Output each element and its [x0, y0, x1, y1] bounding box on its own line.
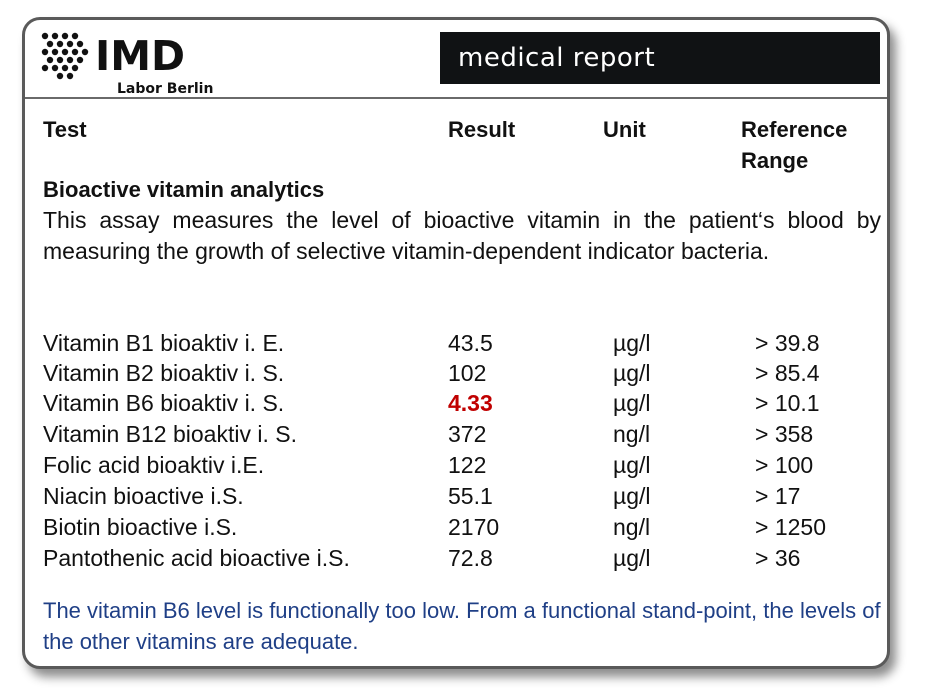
- result-value: 55.1: [448, 483, 493, 509]
- test-name: Folic acid bioaktiv i.E.: [43, 452, 265, 478]
- unit: ng/l: [613, 514, 651, 540]
- unit: µg/l: [613, 483, 651, 509]
- section-title: Bioactive vitamin analytics: [43, 177, 325, 202]
- reference-range: > 100: [755, 452, 814, 478]
- table-row: Vitamin B12 bioaktiv i. S. 372 ng/l > 35…: [25, 421, 887, 451]
- table-row: Folic acid bioaktiv i.E. 122 µg/l > 100: [25, 452, 887, 482]
- reference-header-line2: Range: [741, 148, 809, 173]
- reference-range: > 36: [755, 545, 801, 571]
- reference-header-line1: Reference: [741, 117, 848, 142]
- unit: ng/l: [613, 421, 651, 447]
- unit: µg/l: [613, 390, 651, 416]
- result-value: 102: [448, 360, 487, 386]
- table-row: Niacin bioactive i.S. 55.1 µg/l > 17: [25, 483, 887, 513]
- result-value: 122: [448, 452, 487, 478]
- reference-range: > 358: [755, 421, 814, 447]
- table-row: Pantothenic acid bioactive i.S. 72.8 µg/…: [25, 545, 887, 575]
- report-title-banner: medical report: [440, 32, 880, 84]
- result-value-low: 4.33: [448, 390, 493, 416]
- result-value: 372: [448, 421, 487, 447]
- unit: µg/l: [613, 452, 651, 478]
- logo-subtitle: Labor Berlin: [117, 81, 214, 97]
- test-name: Pantothenic acid bioactive i.S.: [43, 545, 350, 571]
- header-divider: [25, 97, 887, 99]
- reference-range: > 1250: [755, 514, 826, 540]
- test-name: Vitamin B2 bioaktiv i. S.: [43, 360, 285, 386]
- test-name: Biotin bioactive i.S.: [43, 514, 238, 540]
- test-name: Vitamin B12 bioaktiv i. S.: [43, 421, 297, 447]
- unit: µg/l: [613, 330, 651, 356]
- logo-name: IMD: [95, 32, 186, 80]
- reference-range: > 17: [755, 483, 801, 509]
- column-header-unit: Unit: [603, 117, 646, 142]
- conclusion-text: The vitamin B6 level is functionally too…: [43, 598, 881, 654]
- result-value: 43.5: [448, 330, 493, 356]
- unit: µg/l: [613, 360, 651, 386]
- section-description: This assay measures the level of bioacti…: [43, 207, 881, 264]
- column-header-reference: Reference Range: [741, 114, 847, 176]
- table-row: Vitamin B2 bioaktiv i. S. 102 µg/l > 85.…: [25, 360, 887, 390]
- reference-range: > 10.1: [755, 390, 820, 416]
- report-card: IMD Labor Berlin medical report Test Res…: [22, 17, 890, 669]
- column-header-test: Test: [43, 117, 87, 142]
- reference-range: > 39.8: [755, 330, 820, 356]
- unit: µg/l: [613, 545, 651, 571]
- test-name: Vitamin B1 bioaktiv i. E.: [43, 330, 285, 356]
- test-name: Niacin bioactive i.S.: [43, 483, 244, 509]
- imd-logo: IMD Labor Berlin: [39, 30, 239, 100]
- column-header-result: Result: [448, 117, 516, 142]
- table-row: Biotin bioactive i.S. 2170 ng/l > 1250: [25, 514, 887, 544]
- test-name: Vitamin B6 bioaktiv i. S.: [43, 390, 285, 416]
- table-row: Vitamin B6 bioaktiv i. S. 4.33 µg/l > 10…: [25, 390, 887, 420]
- dot-grid-icon: [41, 32, 89, 80]
- table-row: Vitamin B1 bioaktiv i. E. 43.5 µg/l > 39…: [25, 330, 887, 360]
- result-value: 2170: [448, 514, 500, 540]
- reference-range: > 85.4: [755, 360, 820, 386]
- result-value: 72.8: [448, 545, 493, 571]
